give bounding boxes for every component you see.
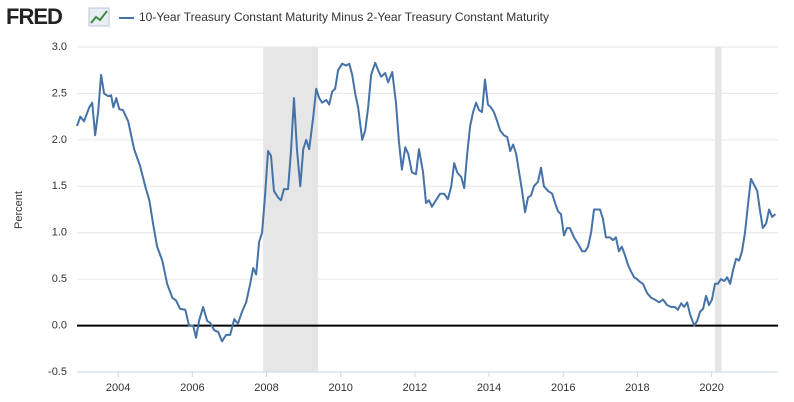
- y-tick-label: 0.5: [52, 273, 67, 285]
- y-tick-label: -0.5: [48, 366, 67, 378]
- y-tick-label: 3.0: [52, 41, 67, 53]
- plot-area: [77, 47, 778, 372]
- x-tick-label: 2018: [625, 382, 649, 394]
- y-tick-label: 2.5: [52, 87, 67, 99]
- x-tick-label: 2010: [328, 382, 352, 394]
- logo-icon: [88, 7, 110, 27]
- y-axis-label: Percent: [13, 191, 25, 229]
- x-tick-label: 2012: [403, 382, 427, 394]
- y-tick-label: 1.5: [52, 180, 67, 192]
- recession-shade: [714, 47, 722, 372]
- y-tick-label: 0.0: [52, 319, 67, 331]
- x-tick-label: 2016: [551, 382, 575, 394]
- logo[interactable]: FRED: [6, 4, 63, 29]
- x-tick-label: 2014: [477, 382, 501, 394]
- y-tick-label: 1.0: [52, 227, 67, 239]
- x-tick-label: 2004: [106, 382, 130, 394]
- x-tick-label: 2020: [699, 382, 723, 394]
- x-tick-label: 2008: [254, 382, 278, 394]
- x-tick-label: 2006: [180, 382, 204, 394]
- y-tick-label: 2.0: [52, 134, 67, 146]
- legend-label: 10-Year Treasury Constant Maturity Minus…: [139, 10, 549, 24]
- series-line: [76, 61, 777, 343]
- recession-shade: [263, 47, 319, 372]
